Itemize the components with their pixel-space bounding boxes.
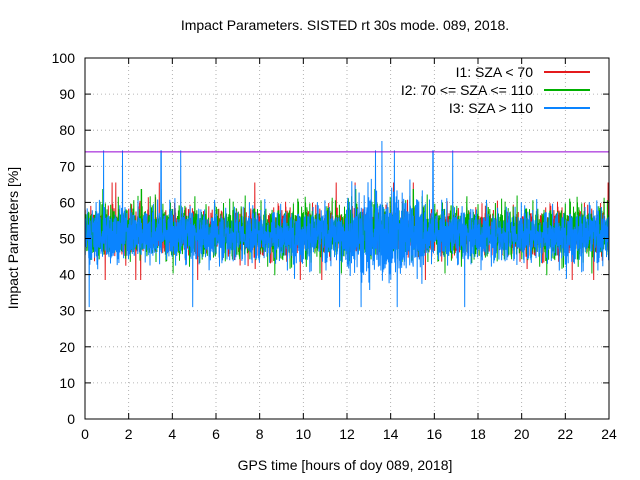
y-tick-label: 90	[59, 86, 75, 102]
series-line-3	[84, 140, 610, 308]
x-tick-label: 12	[339, 426, 355, 442]
x-tick-label: 0	[81, 426, 89, 442]
y-tick-label: 30	[59, 303, 75, 319]
y-tick-label: 20	[59, 339, 75, 355]
x-axis-label: GPS time [hours of doy 089, 2018]	[238, 457, 453, 473]
x-tick-label: 24	[601, 426, 617, 442]
y-axis-label: Impact Parameters [%]	[5, 167, 21, 309]
legend-label: I1: SZA < 70	[456, 64, 534, 80]
x-tick-label: 14	[383, 426, 399, 442]
chart-title: Impact Parameters. SISTED rt 30s mode. 0…	[181, 17, 509, 33]
y-tick-label: 40	[59, 267, 75, 283]
y-tick-label: 10	[59, 375, 75, 391]
y-tick-label: 50	[59, 231, 75, 247]
x-tick-label: 4	[168, 426, 176, 442]
x-tick-label: 10	[296, 426, 312, 442]
y-tick-label: 80	[59, 122, 75, 138]
y-tick-label: 70	[59, 158, 75, 174]
x-tick-label: 8	[256, 426, 264, 442]
x-tick-label: 16	[427, 426, 443, 442]
x-tick-label: 18	[470, 426, 486, 442]
y-tick-label: 100	[52, 50, 76, 66]
x-tick-label: 2	[125, 426, 133, 442]
legend-label: I3: SZA > 110	[449, 100, 533, 116]
y-tick-label: 60	[59, 194, 75, 210]
axis-ticks: 0 2 4 6 8 10 12 14 16 18 20 22 240102030405060708090…	[52, 50, 617, 442]
legend: I1: SZA < 70 I2: 70 <= SZA <= 110 I3: SZA …	[401, 64, 590, 116]
x-tick-label: 6	[212, 426, 220, 442]
y-tick-label: 0	[67, 411, 75, 427]
legend-label: I2: 70 <= SZA <= 110	[401, 82, 533, 98]
x-tick-label: 22	[558, 426, 574, 442]
series-layer	[84, 140, 610, 308]
x-tick-label: 20	[514, 426, 530, 442]
